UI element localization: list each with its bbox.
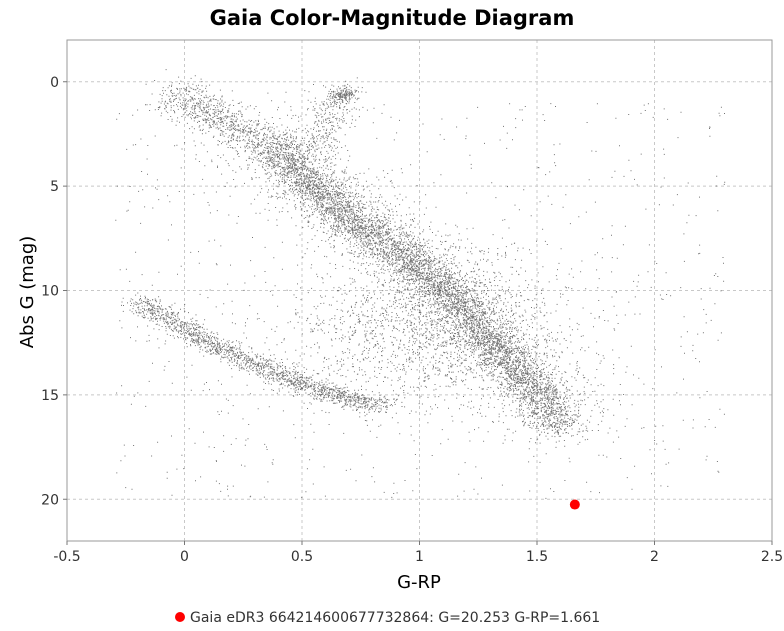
chart-title: Gaia Color-Magnitude Diagram — [210, 6, 575, 30]
plot-area[interactable] — [66, 39, 773, 542]
x-tick-label: 1 — [415, 549, 424, 565]
y-axis-label: Abs G (mag) — [17, 236, 38, 349]
x-tick-label: 2 — [650, 549, 659, 565]
x-tick-label: 2.5 — [761, 549, 783, 565]
plot-background — [67, 40, 772, 541]
y-tick-label: 10 — [41, 284, 59, 300]
x-tick-label: 0 — [180, 549, 189, 565]
legend-marker — [175, 612, 185, 622]
x-tick-label: -0.5 — [53, 549, 80, 565]
y-tick-label: 20 — [41, 492, 59, 508]
y-axis: 0 5 10 15 20 — [41, 75, 67, 508]
x-axis-label: G-RP — [397, 572, 441, 593]
x-tick-label: 0.5 — [291, 549, 313, 565]
y-tick-label: 15 — [41, 388, 59, 404]
legend-label: Gaia eDR3 664214600677732864: G=20.253 G… — [190, 610, 600, 626]
y-tick-label: 0 — [50, 75, 59, 91]
y-tick-label: 5 — [50, 179, 59, 195]
x-tick-label: 1.5 — [526, 549, 548, 565]
x-axis: -0.5 0 0.5 1 1.5 2 2.5 — [53, 541, 783, 565]
highlighted-star-point[interactable] — [569, 499, 580, 510]
highlight-layer — [569, 499, 580, 510]
legend: Gaia eDR3 664214600677732864: G=20.253 G… — [175, 610, 600, 626]
